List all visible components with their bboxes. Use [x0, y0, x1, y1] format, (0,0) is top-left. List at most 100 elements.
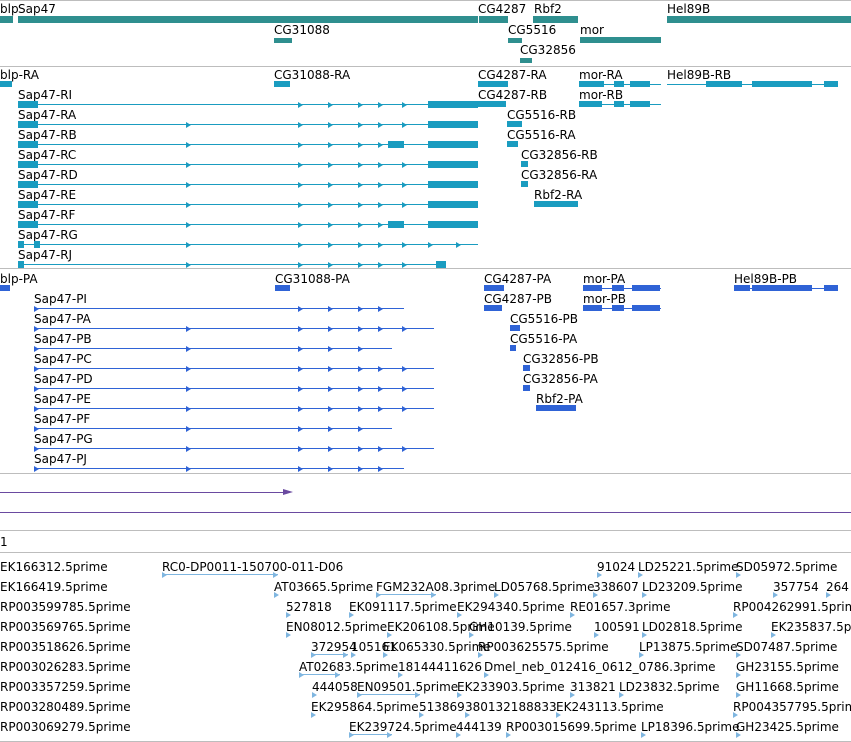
est-label[interactable]: FGM232A08.3prime — [376, 580, 496, 594]
est-label[interactable]: AT02683.5prime — [299, 660, 399, 674]
est-label[interactable]: EK166312.5prime — [0, 560, 108, 574]
transcript-label[interactable]: Sap47-RG — [18, 228, 78, 242]
peptide-label[interactable]: Hel89B-PB — [734, 272, 798, 286]
transcript-label[interactable]: CG5516-RB — [507, 108, 577, 122]
est-label[interactable]: EN09501.5prime — [357, 680, 459, 694]
gene-feature-hel89b[interactable] — [667, 16, 851, 23]
est-label[interactable]: 372954 — [311, 640, 357, 654]
transcript-label[interactable]: Sap47-RF — [18, 208, 76, 222]
transcript-exon[interactable] — [18, 181, 38, 188]
gene-feature-cg4287[interactable] — [479, 16, 508, 23]
est-label[interactable]: 264 — [826, 580, 849, 594]
est-label[interactable]: EK239724.5prime — [349, 720, 457, 734]
peptide-label[interactable]: CG32856-PA — [523, 372, 598, 386]
peptide-label[interactable]: CG5516-PA — [510, 332, 578, 346]
peptide-label[interactable]: Sap47-PD — [34, 372, 93, 386]
transcript-exon[interactable] — [274, 81, 290, 87]
est-label[interactable]: 313821 — [570, 680, 616, 694]
transcript-exon[interactable] — [507, 121, 522, 127]
peptide-block[interactable] — [632, 285, 660, 291]
est-label[interactable]: GH23155.5prime — [736, 660, 839, 674]
peptide-label[interactable]: CG32856-PB — [523, 352, 599, 366]
peptide-label[interactable]: CG31088-PA — [275, 272, 350, 286]
peptide-block[interactable] — [752, 285, 812, 291]
transcript-exon[interactable] — [428, 201, 478, 208]
est-label[interactable]: RP003026283.5prime — [0, 660, 131, 674]
peptide-line[interactable] — [34, 428, 392, 429]
est-label[interactable]: SD05972.5prime — [736, 560, 838, 574]
transcript-label[interactable]: Sap47-RI — [18, 88, 73, 102]
peptide-label[interactable]: CG5516-PB — [510, 312, 579, 326]
transcript-exon[interactable] — [18, 221, 38, 228]
transcript-intron-line[interactable] — [18, 104, 478, 105]
transcript-label[interactable]: Sap47-RE — [18, 188, 77, 202]
transcript-label[interactable]: Sap47-RC — [18, 148, 77, 162]
transcript-exon[interactable] — [18, 201, 38, 208]
est-label[interactable]: EK206108.5prime — [387, 620, 495, 634]
transcript-exon[interactable] — [824, 81, 838, 87]
transcript-exon[interactable] — [752, 81, 812, 87]
est-label[interactable]: RP004262991.5prime — [733, 600, 851, 614]
transcript-exon[interactable] — [428, 221, 478, 228]
peptide-label[interactable]: Sap47-PJ — [34, 452, 87, 466]
transcript-exon[interactable] — [18, 101, 38, 108]
est-label[interactable]: 513869 — [419, 700, 465, 714]
peptide-label[interactable]: Rbf2-PA — [536, 392, 583, 406]
transcript-exon[interactable] — [0, 81, 12, 87]
gene-feature-cg32856[interactable] — [520, 58, 532, 63]
transcript-exon[interactable] — [18, 261, 24, 268]
est-label[interactable]: RE01657.3prime — [570, 600, 671, 614]
gene-label-sap47[interactable]: Sap47 — [18, 2, 56, 16]
transcript-exon[interactable] — [478, 81, 508, 87]
gene-label-hel89b[interactable]: Hel89B — [667, 2, 711, 16]
est-feature-line[interactable] — [376, 594, 436, 595]
est-label[interactable]: LD02818.5prime — [642, 620, 743, 634]
peptide-block[interactable] — [612, 285, 624, 291]
transcript-exon[interactable] — [34, 241, 40, 248]
transcript-label[interactable]: mor-RB — [579, 88, 624, 102]
gene-label-cg4287[interactable]: CG4287 — [478, 2, 527, 16]
transcript-label[interactable]: Rbf2-RA — [534, 188, 583, 202]
peptide-block[interactable] — [0, 285, 10, 291]
est-label[interactable]: RP003569765.5prime — [0, 620, 131, 634]
est-label[interactable]: RP003069279.5prime — [0, 720, 131, 734]
transcript-exon[interactable] — [614, 101, 624, 107]
est-label[interactable]: SD07487.5prime — [736, 640, 838, 654]
peptide-label[interactable]: blp-PA — [0, 272, 38, 286]
transcript-intron-line[interactable] — [18, 184, 478, 185]
transcript-exon[interactable] — [436, 261, 446, 268]
est-label[interactable]: RC0-DP0011-150700-011-D06 — [162, 560, 344, 574]
peptide-block[interactable] — [275, 285, 290, 291]
transcript-label[interactable]: CG32856-RA — [521, 168, 598, 182]
transcript-intron-line[interactable] — [18, 224, 478, 225]
transcript-exon[interactable] — [521, 161, 528, 167]
peptide-block[interactable] — [612, 305, 624, 311]
est-label[interactable]: RP003599785.5prime — [0, 600, 131, 614]
est-label[interactable]: LD05768.5prime — [494, 580, 595, 594]
est-label[interactable]: GH11668.5prime — [736, 680, 839, 694]
peptide-block[interactable] — [510, 325, 520, 331]
est-label[interactable]: LP13875.5prime — [639, 640, 738, 654]
peptide-label[interactable]: Sap47-PI — [34, 292, 87, 306]
peptide-label[interactable]: CG4287-PB — [484, 292, 553, 306]
peptide-label[interactable]: Sap47-PE — [34, 392, 92, 406]
transcript-label[interactable]: Sap47-RB — [18, 128, 77, 142]
est-label[interactable]: 105161 — [351, 640, 397, 654]
est-label[interactable]: 444139 — [456, 720, 502, 734]
gene-label-blp[interactable]: blp — [0, 2, 19, 16]
transcript-exon[interactable] — [18, 241, 24, 248]
peptide-block[interactable] — [484, 285, 504, 291]
transcript-label[interactable]: CG32856-RB — [521, 148, 598, 162]
transcript-exon[interactable] — [534, 201, 578, 207]
peptide-line[interactable] — [34, 368, 434, 369]
peptide-label[interactable]: Sap47-PF — [34, 412, 91, 426]
transcript-exon[interactable] — [18, 121, 38, 128]
gene-label-cg32856[interactable]: CG32856 — [520, 43, 576, 57]
transcript-label[interactable]: CG4287-RB — [478, 88, 548, 102]
est-label[interactable]: 380132188833 — [465, 700, 557, 714]
transcript-intron-line[interactable] — [18, 124, 478, 125]
transcript-exon[interactable] — [630, 101, 650, 107]
peptide-block[interactable] — [536, 405, 576, 411]
est-label[interactable]: EK166419.5prime — [0, 580, 108, 594]
est-label[interactable]: LP18396.5prime — [641, 720, 740, 734]
